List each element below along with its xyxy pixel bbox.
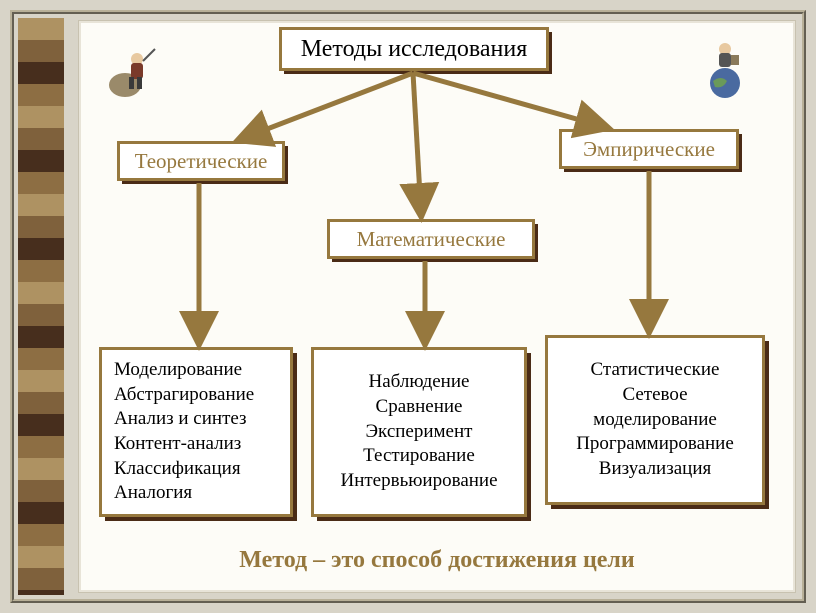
globe-traveler-icon [695,37,755,101]
category-theoretical: Теоретические [117,141,285,181]
category-empirical: Эмпирические [559,129,739,169]
footer-caption: Метод – это способ достижения цели [79,547,795,574]
leaf-text: Моделирование Абстрагирование Анализ и с… [114,358,254,506]
category-label: Математические [357,227,506,252]
leaf-text: Наблюдение Сравнение Эксперимент Тестиро… [340,370,497,493]
leaf-text: Статистические Сетевое моделирование Про… [576,358,734,481]
category-mathematical: Математические [327,219,535,259]
decorative-strip [18,18,64,595]
leaf-empirical: Статистические Сетевое моделирование Про… [545,335,765,505]
footer-text: Метод – это способ достижения цели [239,547,634,573]
title-text: Методы исследования [301,36,528,63]
category-label: Теоретические [135,149,268,174]
leaf-theoretical: Моделирование Абстрагирование Анализ и с… [99,347,293,517]
leaf-mathematical: Наблюдение Сравнение Эксперимент Тестиро… [311,347,527,517]
climber-icon [103,41,163,101]
category-label: Эмпирические [583,137,715,162]
title-node: Методы исследования [279,27,549,71]
slide-canvas: Методы исследования Теоретические Матема… [78,20,796,593]
